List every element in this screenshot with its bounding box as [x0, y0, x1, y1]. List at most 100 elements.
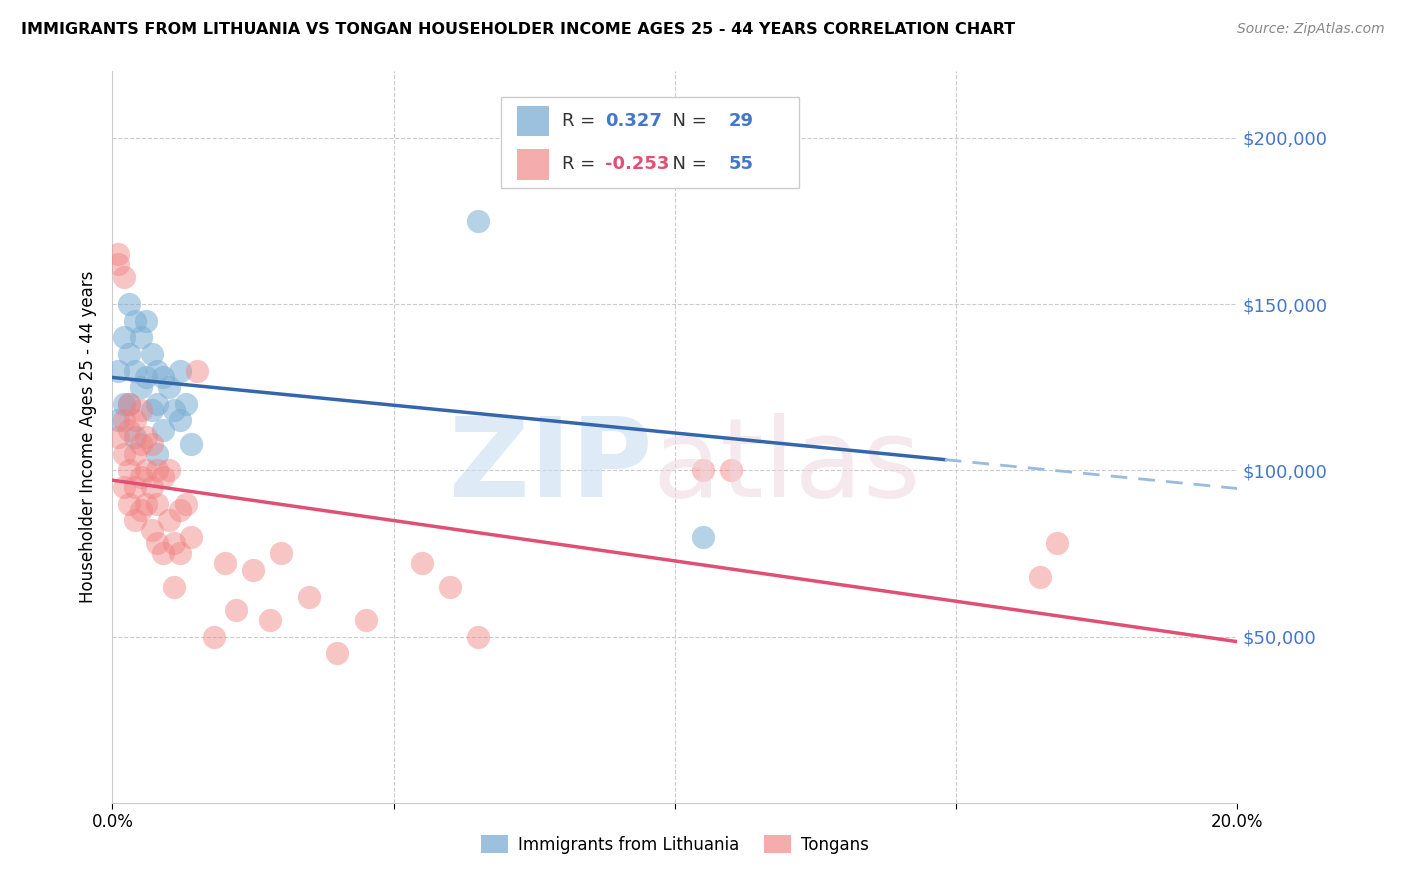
Point: [118, 347, 141, 361]
Point: [118, 397, 141, 411]
Point: [152, 370, 174, 384]
Point: [112, 330, 135, 344]
Point: [141, 436, 163, 450]
Legend: Immigrants from Lithuania, Tongans: Immigrants from Lithuania, Tongans: [474, 829, 876, 860]
Point: [135, 370, 157, 384]
Point: [439, 580, 461, 594]
Point: [107, 257, 129, 271]
Y-axis label: Householder Income Ages 25 - 44 years: Householder Income Ages 25 - 44 years: [79, 271, 97, 603]
Point: [124, 314, 146, 328]
Point: [692, 463, 714, 477]
Point: [1029, 570, 1052, 584]
Point: [720, 463, 742, 477]
Point: [169, 546, 191, 560]
Point: [180, 436, 202, 450]
Point: [298, 590, 321, 604]
Text: -0.253: -0.253: [605, 155, 669, 173]
Point: [112, 480, 135, 494]
Point: [141, 523, 163, 537]
Point: [112, 270, 135, 285]
Point: [146, 363, 169, 377]
Point: [135, 497, 157, 511]
Text: ZIP: ZIP: [449, 413, 652, 520]
Point: [124, 480, 146, 494]
Point: [124, 430, 146, 444]
Point: [146, 447, 169, 461]
Point: [135, 314, 157, 328]
FancyBboxPatch shape: [517, 149, 548, 179]
Point: [141, 347, 163, 361]
Text: N =: N =: [661, 112, 713, 130]
Point: [259, 613, 281, 627]
Text: 29: 29: [728, 112, 754, 130]
Point: [112, 413, 135, 427]
Point: [118, 424, 141, 438]
Point: [163, 536, 186, 550]
Point: [152, 470, 174, 484]
Point: [467, 630, 489, 644]
Point: [135, 463, 157, 477]
Point: [169, 363, 191, 377]
Point: [157, 380, 180, 394]
Point: [146, 497, 169, 511]
Point: [124, 513, 146, 527]
Point: [129, 403, 152, 417]
Point: [186, 363, 208, 377]
Point: [124, 413, 146, 427]
Point: [354, 613, 377, 627]
Point: [152, 424, 174, 438]
Point: [146, 536, 169, 550]
Point: [180, 530, 202, 544]
Text: N =: N =: [661, 155, 713, 173]
Point: [169, 503, 191, 517]
Point: [174, 397, 197, 411]
Point: [107, 247, 129, 261]
Point: [141, 403, 163, 417]
Point: [270, 546, 292, 560]
Text: R =: R =: [562, 155, 602, 173]
Point: [112, 447, 135, 461]
Point: [467, 214, 489, 228]
Point: [118, 497, 141, 511]
Text: 0.327: 0.327: [605, 112, 662, 130]
Point: [214, 557, 236, 571]
Point: [202, 630, 225, 644]
Point: [146, 463, 169, 477]
Point: [326, 646, 349, 660]
Point: [129, 436, 152, 450]
Point: [107, 413, 129, 427]
Point: [141, 480, 163, 494]
Point: [124, 447, 146, 461]
FancyBboxPatch shape: [517, 106, 548, 136]
Text: R =: R =: [562, 112, 602, 130]
Point: [157, 513, 180, 527]
Point: [112, 397, 135, 411]
Text: IMMIGRANTS FROM LITHUANIA VS TONGAN HOUSEHOLDER INCOME AGES 25 - 44 YEARS CORREL: IMMIGRANTS FROM LITHUANIA VS TONGAN HOUS…: [21, 22, 1015, 37]
Text: 55: 55: [728, 155, 754, 173]
Text: atlas: atlas: [652, 413, 921, 520]
Point: [107, 363, 129, 377]
Point: [242, 563, 264, 577]
FancyBboxPatch shape: [501, 97, 799, 188]
Point: [174, 497, 197, 511]
Point: [163, 580, 186, 594]
Point: [157, 463, 180, 477]
Point: [118, 297, 141, 311]
Point: [169, 413, 191, 427]
Point: [146, 397, 169, 411]
Point: [225, 603, 247, 617]
Point: [118, 463, 141, 477]
Point: [1046, 536, 1069, 550]
Point: [135, 430, 157, 444]
Point: [129, 470, 152, 484]
Point: [163, 403, 186, 417]
Point: [129, 330, 152, 344]
Point: [692, 530, 714, 544]
Point: [118, 397, 141, 411]
Point: [107, 430, 129, 444]
Point: [129, 380, 152, 394]
Point: [152, 546, 174, 560]
Point: [411, 557, 433, 571]
Point: [124, 363, 146, 377]
Point: [129, 503, 152, 517]
